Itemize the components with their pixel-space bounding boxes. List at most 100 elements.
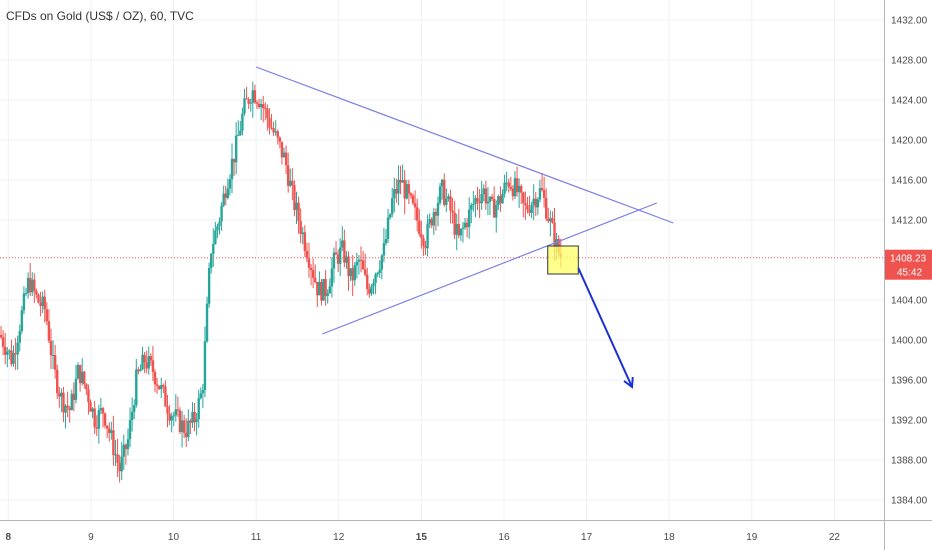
candle-body [374,274,377,284]
candle-body [280,141,284,158]
candle-body [37,294,40,303]
candle-body [72,393,76,400]
candle-body [257,103,261,108]
candle-body [380,255,384,270]
candle-body [353,265,356,281]
y-tick-label: 1432.00 [891,16,928,27]
candle-body [338,247,342,264]
candle-body [245,98,248,100]
candle-body [39,302,42,307]
candle-body [270,127,273,129]
candle-body [316,281,319,296]
candle-body [382,243,386,256]
candle-body [58,393,61,397]
candle-body [311,270,315,278]
candle-body [91,408,94,412]
candle-body [216,226,219,231]
candle-body [474,198,477,204]
projection-arrow-shaft [577,267,633,388]
candle-body [403,180,406,199]
grid [0,0,884,520]
candle-body [251,90,255,103]
y-tick-label: 1420.00 [891,136,928,147]
y-tick-label: 1428.00 [891,56,928,67]
candle-body [35,290,38,295]
candle-body [135,369,138,406]
last-price-badge [885,249,932,280]
candle-body [266,108,269,119]
candle-body [488,196,492,202]
candle-body [97,410,101,429]
candle-body [440,179,444,187]
candle-body [68,407,71,411]
candle-body [334,252,338,255]
candle-body [209,253,213,268]
candle-body [56,369,59,394]
candle-body [253,90,257,103]
candle-body [522,192,525,203]
candle-body [299,221,302,235]
countdown-label: 45:42 [897,268,922,279]
candle-body [451,210,454,213]
candle-body [393,189,396,199]
candle-body [6,351,9,355]
candle-body [326,293,329,297]
candle-body [438,186,442,203]
candle-body [291,180,294,186]
candle-body [503,182,506,194]
candle-body [201,390,205,394]
candle-body [180,420,184,432]
candle-body [189,420,192,423]
candle-body [542,190,546,198]
candle-body [357,259,361,262]
candle-body [411,195,415,204]
candle-body [264,108,267,110]
candle-body [328,286,331,294]
candle-body [276,131,279,138]
candle-body [205,303,209,342]
candle-body [212,243,215,254]
x-tick-label: 16 [498,532,510,543]
candle-body [461,227,465,229]
x-tick-label: 15 [416,532,428,543]
candle-body [549,218,552,222]
candle-body [303,232,307,251]
candle-body [162,385,165,387]
candle-body [155,384,159,386]
candle-body [499,196,502,204]
candle-body [232,158,236,163]
candle-body [24,293,28,295]
candle-body [76,364,80,379]
candle-body [370,286,373,294]
candle-body [176,409,180,411]
candle-body [468,209,471,228]
candle-body [10,350,13,364]
candle-body [222,193,225,206]
candle-body [345,256,348,263]
chart-title: CFDs on Gold (US$ / OZ), 60, TVC [6,9,194,23]
candle-body [470,204,473,210]
candle-body [141,354,144,370]
candle-body [363,269,367,275]
candle-body [336,254,340,264]
candle-body [170,416,173,421]
candle-body [457,223,460,236]
candle-body [247,99,250,104]
candle-body [509,186,513,189]
candle-body [553,222,556,248]
candle-body [289,180,292,186]
candle-body [262,104,265,109]
y-tick-label: 1416.00 [891,176,928,187]
candle-body [405,184,408,199]
candle-body [482,188,485,195]
candle-body [378,269,381,273]
candle-body [332,252,336,269]
candle-body [78,364,82,384]
candle-body [193,411,196,423]
y-tick-label: 1388.00 [891,456,928,467]
candle-body [368,289,371,294]
candle-body [103,413,107,426]
candle-body [372,283,375,287]
